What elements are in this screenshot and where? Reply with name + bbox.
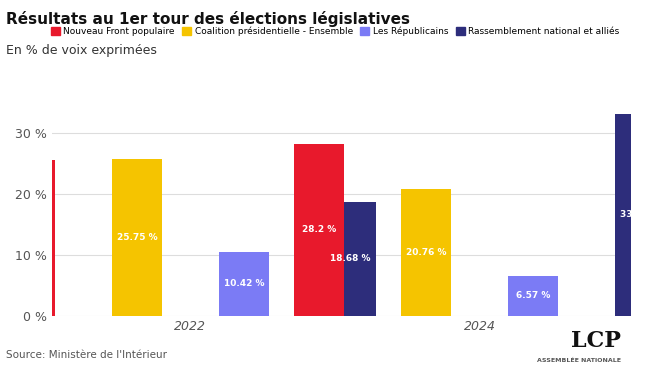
- Bar: [112, 159, 162, 316]
- Text: ASSEMBLÉE NATIONALE: ASSEMBLÉE NATIONALE: [537, 358, 621, 363]
- Bar: [218, 252, 269, 316]
- Text: LCP: LCP: [571, 330, 621, 352]
- Text: Source: Ministère de l'Intérieur: Source: Ministère de l'Intérieur: [6, 350, 168, 360]
- Text: 6.57 %: 6.57 %: [516, 291, 550, 300]
- Text: 33.22 %: 33.22 %: [619, 210, 650, 219]
- Text: Résultats au 1er tour des élections législatives: Résultats au 1er tour des élections légi…: [6, 11, 411, 27]
- Bar: [615, 113, 650, 316]
- Bar: [508, 276, 558, 316]
- Bar: [5, 160, 55, 316]
- Bar: [294, 144, 344, 316]
- Bar: [326, 202, 376, 316]
- Text: 28.2 %: 28.2 %: [302, 225, 336, 235]
- Text: 25.75 %: 25.75 %: [116, 233, 157, 242]
- Text: En % de voix exprimées: En % de voix exprimées: [6, 44, 157, 57]
- Text: 18.68 %: 18.68 %: [330, 254, 371, 263]
- Legend: Nouveau Front populaire, Coalition présidentielle - Ensemble, Les Républicains, : Nouveau Front populaire, Coalition prési…: [51, 26, 619, 36]
- Text: 25.66 %: 25.66 %: [10, 233, 50, 242]
- Text: 10.42 %: 10.42 %: [224, 279, 264, 288]
- Text: 20.76 %: 20.76 %: [406, 248, 447, 257]
- Bar: [401, 189, 451, 316]
